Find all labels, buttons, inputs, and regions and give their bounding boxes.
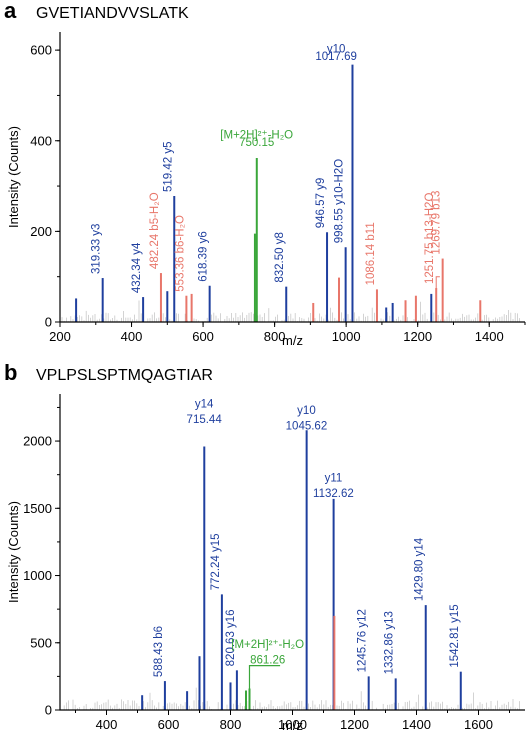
axes-frame [59,32,525,323]
panel-letter: b [4,360,17,385]
rlabel-a-y10-mz: 1017.69 [315,51,357,63]
prec-b: [M+2H]²⁺-H₂O [231,639,304,651]
x-tick-label: 1400 [475,329,504,344]
x-axis-label: m/z [282,718,303,733]
rlabel-b-y10-mz: 1045.62 [286,421,328,433]
rlabel-b-y14-mz: 715.44 [187,414,223,426]
noise-peaks [61,300,520,322]
x-tick-label: 1200 [340,717,369,732]
peptide-sequence: VPLPSLSPTMQAGTIAR [36,367,213,384]
x-tick-label: 1400 [402,717,431,732]
peak-label: 772.24 y15 [210,533,222,590]
rlabel-b-y14: y14 [195,398,214,410]
peak-label: 319.33 y3 [91,224,103,275]
x-tick-label: 600 [192,329,214,344]
y-tick-label: 0 [45,703,52,718]
peak-label: 946.57 y9 [315,178,327,229]
rlabel-b-y11: y11 [325,472,343,484]
x-tick-label: 1000 [278,717,307,732]
prec-b-mz: 861.26 [250,655,285,667]
precursor-connector [248,665,281,689]
x-axis-label: m/z [282,333,303,348]
y-tick-label: 1000 [23,568,52,583]
rlabel-b-y11-mz: 1132.62 [313,488,354,500]
peak-label: 1332.86 y13 [384,611,396,674]
peak-label: 618.39 y6 [198,231,210,282]
prec-a-mz: 750.15 [239,137,274,149]
prec-a: [M+2H]²⁺-H₂O [220,129,293,141]
x-tick-label: 1200 [403,329,432,344]
peak-label: 588.43 b6 [153,626,165,677]
x-tick-label: 1600 [464,717,493,732]
peak-label: 820.63 y16 [225,609,237,666]
peak-label: 1245.76 y12 [357,609,369,672]
x-tick-label: 800 [220,717,242,732]
peak-label: 1429.80 y14 [414,537,426,601]
y-tick-label: 400 [30,133,52,148]
peak-label: 1269.79 b13 [431,191,443,255]
peptide-sequence: GVETIANDVVSLATK [36,5,189,22]
panel-letter: a [4,0,17,23]
peak-label: 432.34 y4 [131,242,143,293]
noise-peaks [61,687,520,710]
peak-label: 482.24 b5-H₂O [149,192,161,269]
y-tick-label: 500 [30,635,52,650]
rlabel-a-y10: y10 [327,43,346,55]
y-tick-label: 200 [30,224,52,239]
peak-label: 1086.14 b11 [365,222,377,285]
rlabel-b-y10: y10 [297,405,316,417]
x-tick-label: 1000 [332,329,361,344]
y-tick-label: 0 [45,315,52,330]
y-axis-label: Intensity (Counts) [6,126,21,228]
x-tick-label: 400 [121,329,143,344]
x-tick-label: 200 [49,329,71,344]
y-tick-label: 2000 [23,434,52,449]
peak-label: 553.36 b6-H₂O [174,215,186,292]
peak-label: 832.50 y8 [274,232,286,283]
peak-label: 519.42 y5 [162,142,174,193]
peak-label: 1542.81 y15 [449,604,461,667]
peak-label: 1251.75 b13-H2O [424,193,436,284]
panel-a: a GVETIANDVVSLATK 319.33 y3 432.34 y4 482.24… [4,0,526,348]
y-axis-label: Intensity (Counts) [6,501,21,603]
b13-connector [435,276,440,289]
y-tick-label: 600 [30,43,52,58]
peak-label: 998.55 y10-H2O [334,159,346,243]
x-tick-label: 600 [158,717,180,732]
x-tick-label: 400 [96,717,118,732]
panel-b: b VPLPSLSPTMQAGTIAR 588.43 b6 772.24 y15 820… [4,360,525,733]
x-tick-label: 800 [264,329,286,344]
y-tick-label: 1500 [23,501,52,516]
